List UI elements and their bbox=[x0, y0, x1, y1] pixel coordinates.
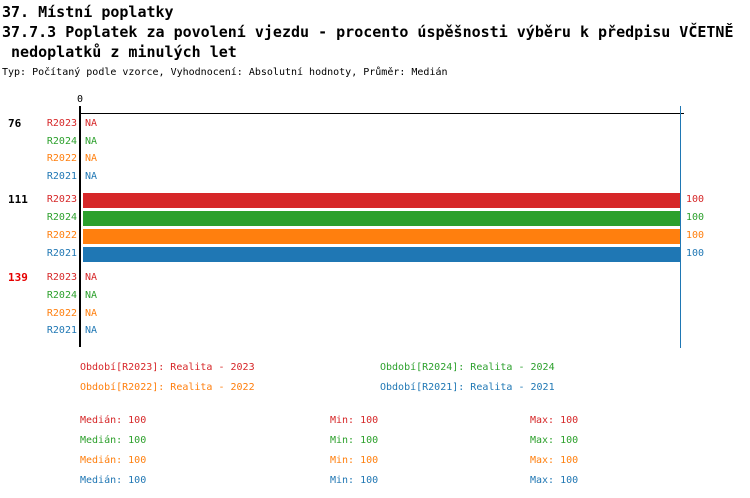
chart-row: R2022 NA bbox=[0, 306, 750, 322]
chart-title-line1: 37.7.3 Poplatek za povolení vjezdu - pro… bbox=[2, 23, 734, 41]
chart-row: R2024 NA bbox=[0, 134, 750, 150]
na-value-label: NA bbox=[85, 118, 98, 129]
chart-header: 37. Místní poplatky 37.7.3 Poplatek za p… bbox=[2, 2, 734, 79]
stat-min: Min: 100 bbox=[330, 455, 379, 466]
series-label: R2024 bbox=[46, 136, 77, 147]
series-label: R2023 bbox=[46, 194, 77, 205]
chart-row: R2022 NA 100 bbox=[0, 228, 750, 244]
y-axis-line bbox=[79, 106, 81, 347]
series-label: R2022 bbox=[46, 308, 77, 319]
stat-max: Max: 100 bbox=[530, 475, 579, 486]
bar-track bbox=[83, 288, 680, 304]
bar-value-label: 100 bbox=[686, 248, 705, 259]
bar-track bbox=[83, 192, 680, 208]
na-value-label: NA bbox=[85, 272, 98, 283]
na-value-label: NA bbox=[85, 136, 98, 147]
series-label: R2023 bbox=[46, 118, 77, 129]
chart-row: R2021 NA bbox=[0, 169, 750, 185]
page-title: 37. Místní poplatky bbox=[2, 3, 174, 21]
x-axis-line bbox=[79, 113, 684, 114]
series-label: R2021 bbox=[46, 325, 77, 336]
stat-min: Min: 100 bbox=[330, 435, 379, 446]
series-label: R2022 bbox=[46, 230, 77, 241]
na-value-label: NA bbox=[85, 290, 98, 301]
stat-max: Max: 100 bbox=[530, 435, 579, 446]
chart-row: R2021 NA bbox=[0, 323, 750, 339]
bar-value-label: 100 bbox=[686, 230, 705, 241]
na-value-label: NA bbox=[85, 171, 98, 182]
category-label-139: 139 bbox=[8, 271, 28, 284]
chart-row: R2023 NA bbox=[0, 270, 750, 286]
chart-row: R2024 NA bbox=[0, 288, 750, 304]
bar bbox=[83, 211, 680, 226]
bar-value-label: 100 bbox=[686, 212, 705, 223]
bar-track bbox=[83, 306, 680, 322]
chart-title-line2: nedoplatků z minulých let bbox=[2, 43, 237, 61]
chart-row: R2024 NA 100 bbox=[0, 210, 750, 226]
bar-track bbox=[83, 323, 680, 339]
bar-track bbox=[83, 169, 680, 185]
na-value-label: NA bbox=[85, 325, 98, 336]
stat-min: Min: 100 bbox=[330, 475, 379, 486]
chart-meta: Typ: Počítaný podle vzorce, Vyhodnocení:… bbox=[2, 67, 448, 78]
series-label: R2021 bbox=[46, 171, 77, 182]
bar bbox=[83, 193, 680, 208]
bar-track bbox=[83, 134, 680, 150]
stat-median: Medián: 100 bbox=[80, 455, 147, 466]
chart-row: R2022 NA bbox=[0, 151, 750, 167]
bar-track bbox=[83, 210, 680, 226]
stat-min: Min: 100 bbox=[330, 415, 379, 426]
x-axis-tick-label-zero: 0 bbox=[76, 94, 84, 105]
bar-track bbox=[83, 270, 680, 286]
legend-item-r2023: Období[R2023]: Realita - 2023 bbox=[80, 362, 255, 373]
bar-track bbox=[83, 246, 680, 262]
bar bbox=[83, 247, 680, 262]
series-label: R2023 bbox=[46, 272, 77, 283]
bar-value-label: 100 bbox=[686, 194, 705, 205]
bar-track bbox=[83, 116, 680, 132]
bar-track bbox=[83, 228, 680, 244]
category-label-111: 111 bbox=[8, 193, 28, 206]
bar bbox=[83, 229, 680, 244]
bar-track bbox=[83, 151, 680, 167]
legend-item-r2022: Období[R2022]: Realita - 2022 bbox=[80, 382, 255, 393]
stat-median: Medián: 100 bbox=[80, 435, 147, 446]
stat-max: Max: 100 bbox=[530, 415, 579, 426]
stat-median: Medián: 100 bbox=[80, 415, 147, 426]
series-label: R2021 bbox=[46, 248, 77, 259]
reference-line-100 bbox=[680, 106, 681, 348]
category-label-76: 76 bbox=[8, 117, 22, 130]
chart-row: R2021 NA 100 bbox=[0, 246, 750, 262]
series-label: R2024 bbox=[46, 212, 77, 223]
series-label: R2022 bbox=[46, 153, 77, 164]
na-value-label: NA bbox=[85, 308, 98, 319]
chart-row: R2023 NA bbox=[0, 116, 750, 132]
stat-median: Medián: 100 bbox=[80, 475, 147, 486]
chart-row: R2023 NA 100 bbox=[0, 192, 750, 208]
na-value-label: NA bbox=[85, 153, 98, 164]
legend-item-r2021: Období[R2021]: Realita - 2021 bbox=[380, 382, 555, 393]
series-label: R2024 bbox=[46, 290, 77, 301]
legend-item-r2024: Období[R2024]: Realita - 2024 bbox=[380, 362, 555, 373]
stat-max: Max: 100 bbox=[530, 455, 579, 466]
